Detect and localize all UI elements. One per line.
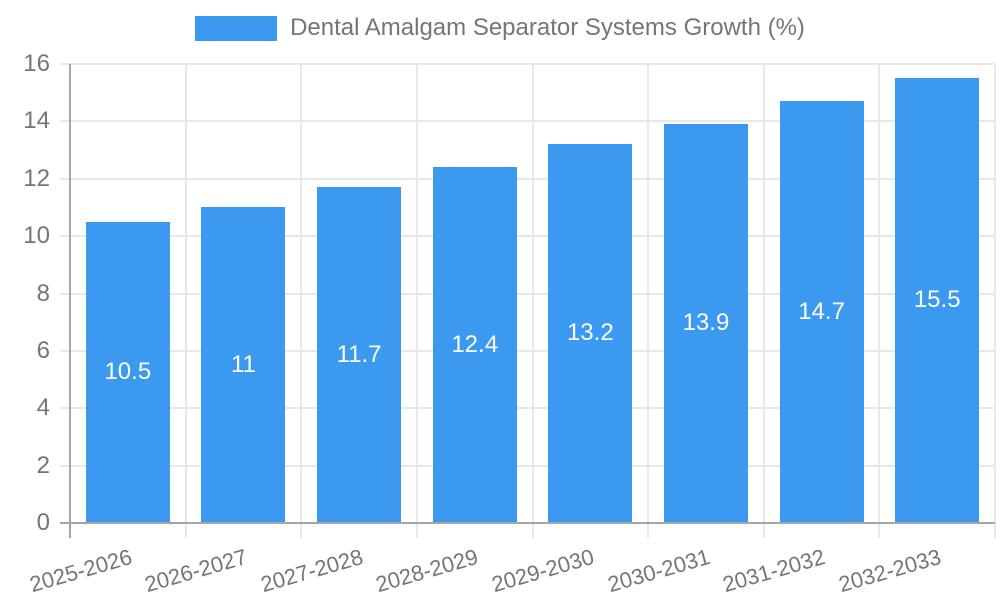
bar[interactable]: 10.5 bbox=[85, 221, 170, 522]
gridline-horizontal bbox=[60, 177, 995, 180]
bar[interactable]: 11.7 bbox=[317, 187, 402, 522]
gridline-vertical bbox=[531, 64, 534, 538]
gridline-vertical bbox=[184, 64, 187, 538]
bar[interactable]: 13.2 bbox=[548, 144, 633, 522]
gridline-horizontal bbox=[60, 464, 995, 467]
gridline-horizontal bbox=[60, 235, 995, 238]
gridline-vertical bbox=[300, 64, 303, 538]
x-tick-label: 2029-2030 bbox=[488, 544, 597, 598]
bar[interactable]: 15.5 bbox=[895, 78, 980, 522]
bar[interactable]: 11 bbox=[201, 207, 286, 522]
bar-value-label: 11 bbox=[230, 350, 256, 378]
chart-title: Dental Amalgam Separator Systems Growth … bbox=[290, 14, 805, 41]
y-tick-label: 0 bbox=[36, 509, 50, 536]
y-tick-label: 4 bbox=[36, 394, 50, 422]
bar-value-label: 13.9 bbox=[682, 309, 730, 337]
legend-item[interactable]: Dental Amalgam Separator Systems Growth … bbox=[195, 14, 805, 42]
gridline-horizontal bbox=[60, 407, 995, 410]
bar-value-label: 11.7 bbox=[336, 340, 382, 368]
gridline-horizontal bbox=[60, 63, 995, 65]
bar[interactable]: 14.7 bbox=[779, 101, 864, 522]
y-tick-label: 6 bbox=[36, 336, 50, 364]
bar-value-label: 14.7 bbox=[798, 297, 845, 325]
x-tick-label: 2026-2027 bbox=[142, 544, 251, 598]
x-tick-label: 2031-2032 bbox=[720, 544, 829, 598]
y-tick-label: 16 bbox=[23, 50, 50, 77]
x-tick-label: 2032-2033 bbox=[835, 544, 944, 598]
gridline-vertical bbox=[994, 64, 996, 538]
gridline-horizontal bbox=[60, 292, 995, 295]
x-tick-label: 2028-2029 bbox=[373, 544, 482, 598]
gridline-vertical bbox=[762, 64, 765, 538]
bar-value-label: 13.2 bbox=[566, 319, 614, 347]
bar[interactable]: 12.4 bbox=[432, 167, 517, 522]
bar[interactable]: 13.9 bbox=[663, 124, 748, 522]
chart-legend: Dental Amalgam Separator Systems Growth … bbox=[0, 14, 1000, 42]
bar-value-label: 15.5 bbox=[913, 286, 961, 314]
y-tick-label: 10 bbox=[23, 222, 50, 250]
x-tick-label: 2027-2028 bbox=[257, 544, 366, 598]
y-axis-line bbox=[69, 64, 71, 538]
gridline-vertical bbox=[878, 64, 881, 538]
legend-swatch-icon bbox=[195, 15, 278, 41]
gridline-vertical bbox=[647, 64, 650, 538]
bar-value-label: 12.4 bbox=[451, 330, 499, 358]
gridline-horizontal bbox=[60, 349, 995, 352]
x-axis-line bbox=[60, 522, 995, 524]
bar-value-label: 10.5 bbox=[104, 357, 152, 385]
gridline-vertical bbox=[415, 64, 418, 538]
y-tick-label: 8 bbox=[36, 279, 50, 307]
y-tick-label: 2 bbox=[36, 451, 50, 479]
x-tick-label: 2030-2031 bbox=[604, 544, 713, 598]
y-tick-label: 12 bbox=[23, 164, 50, 192]
gridline-horizontal bbox=[60, 120, 995, 123]
x-tick-label: 2025-2026 bbox=[26, 544, 135, 598]
y-tick-label: 14 bbox=[23, 107, 50, 135]
